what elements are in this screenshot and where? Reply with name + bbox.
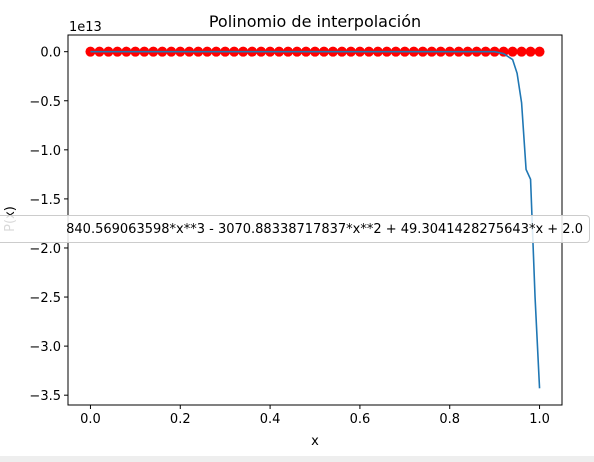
legend: 840.569063598*x**3 - 3070.88338717837*x*… xyxy=(0,215,590,243)
interpolation-curve xyxy=(90,50,541,389)
y-tick-label: 0.0 xyxy=(40,46,61,61)
y-tick-label: −2.5 xyxy=(29,291,61,306)
x-axis-label: x xyxy=(311,434,319,449)
data-point xyxy=(498,46,509,57)
x-tick-label: 0.6 xyxy=(350,412,371,427)
offset-text: 1e13 xyxy=(69,20,102,35)
y-tick-label: −2.0 xyxy=(29,242,61,257)
data-point xyxy=(516,46,527,57)
data-point xyxy=(525,46,536,57)
plot-area: 0.0 0.2 0.4 0.6 0.8 1.0 0.0 −0.5 −1.0 −1.5 −2.0 −2.… xyxy=(29,34,563,427)
x-tick-label: 0.4 xyxy=(260,412,281,427)
y-tick-label: −3.5 xyxy=(29,389,61,404)
window-status-strip xyxy=(0,456,594,462)
y-tick-label: −1.5 xyxy=(29,193,61,208)
x-tick-label: 0.8 xyxy=(439,412,460,427)
x-tick-label: 1.0 xyxy=(529,412,550,427)
x-tick-label: 0.0 xyxy=(80,412,101,427)
data-point xyxy=(507,46,518,57)
legend-label: 840.569063598*x**3 - 3070.88338717837*x*… xyxy=(66,222,583,237)
data-point xyxy=(534,46,545,57)
y-tick-label: −3.0 xyxy=(29,340,61,355)
y-tick-label: −1.0 xyxy=(29,144,61,159)
chart-title: Polinomio de interpolación xyxy=(209,12,421,31)
x-tick-label: 0.2 xyxy=(170,412,191,427)
y-tick-label: −0.5 xyxy=(29,95,61,110)
